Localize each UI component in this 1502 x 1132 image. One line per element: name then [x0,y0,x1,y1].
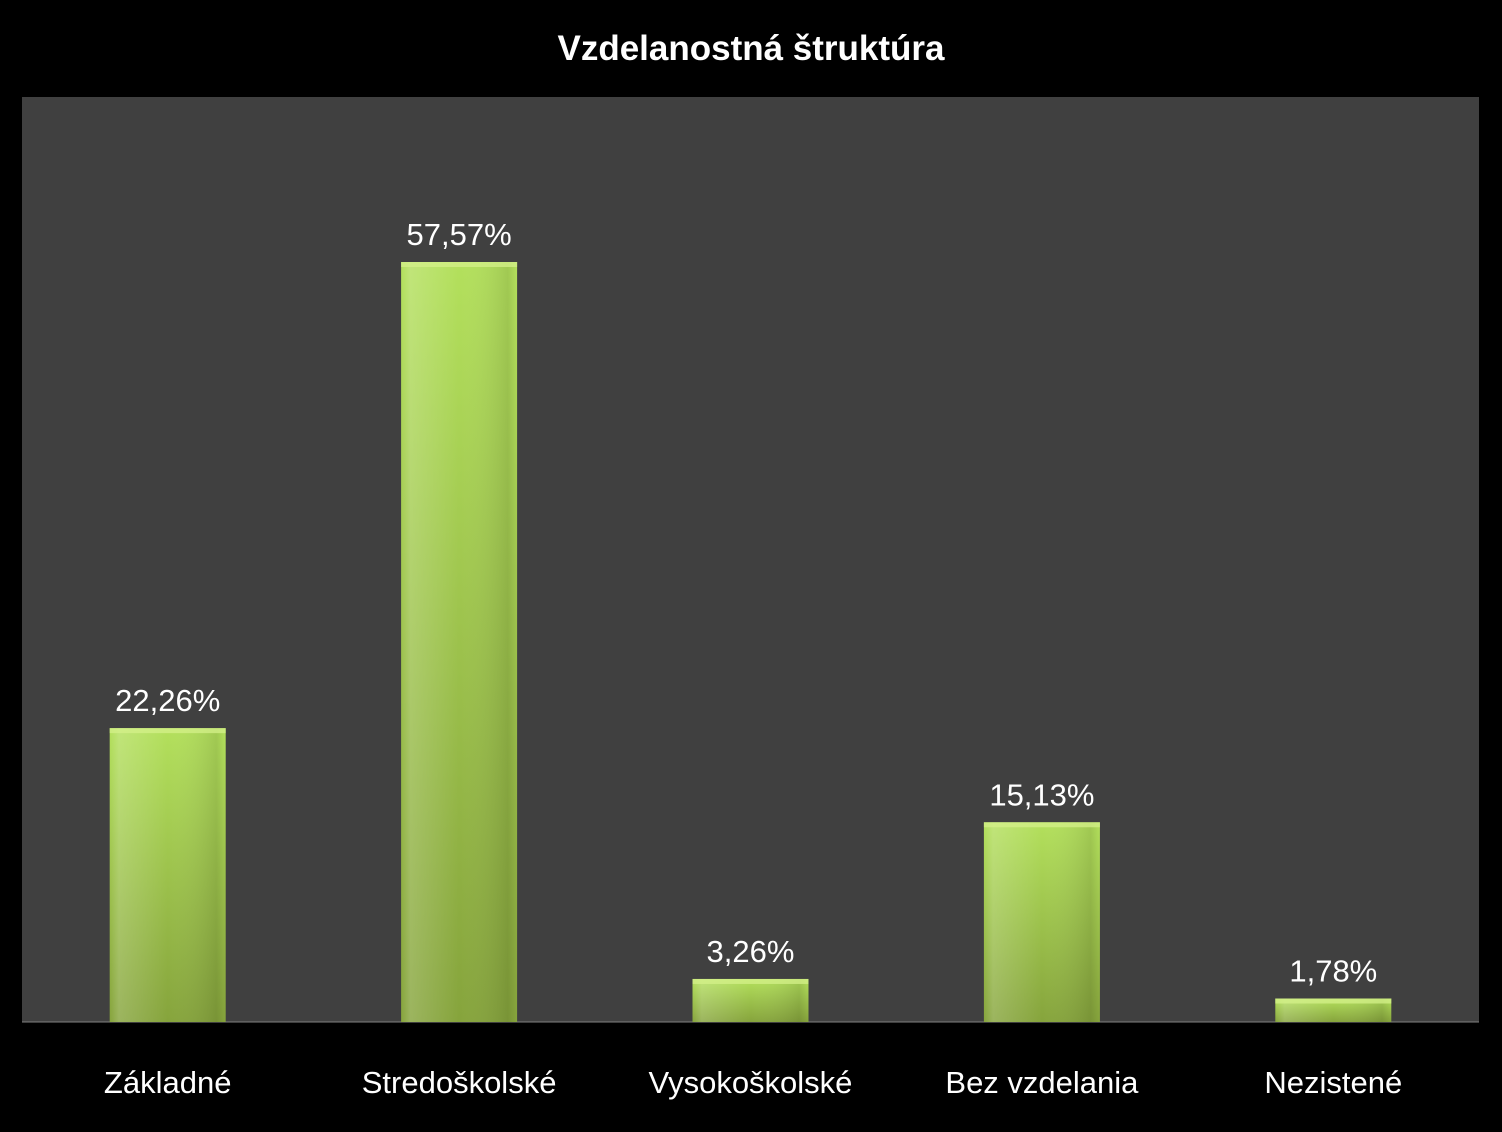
bar [1275,998,1392,1022]
data-label: 15,13% [989,777,1094,812]
bar-top-bevel [983,822,1100,828]
bar-top-bevel [109,728,226,734]
bar [401,262,518,1022]
data-label: 57,57% [407,217,512,252]
plot-area [22,97,1479,1022]
x-tick-label: Nezistené [1264,1065,1402,1100]
bar-shine [692,978,809,1022]
data-labels-group: 22,26% 57,57% 3,26% 15,13% 1,78% [115,217,1377,989]
chart-title: Vzdelanostná štruktúra [557,29,945,68]
bar-top-bevel [1275,998,1392,1004]
bar-top-bevel [401,262,518,267]
bar [692,978,809,1022]
bar-top-bevel [692,978,809,984]
bar [983,822,1100,1022]
data-label: 1,78% [1289,954,1377,989]
bar [109,728,226,1022]
bar-shine [109,728,226,1022]
data-label: 22,26% [115,683,220,718]
bar-shine [983,822,1100,1022]
bar-shine [1275,998,1392,1022]
category-labels-group: Základné Stredoškolské Vysokoškolské Bez vz… [104,1065,1402,1100]
bar-shine [401,262,518,1022]
bars-group [109,262,1392,1022]
x-tick-label: Stredoškolské [362,1065,557,1100]
x-tick-label: Vysokoškolské [649,1065,853,1100]
x-tick-label: Základné [104,1065,232,1100]
data-label: 3,26% [707,934,795,969]
x-tick-label: Bez vzdelania [945,1065,1139,1100]
